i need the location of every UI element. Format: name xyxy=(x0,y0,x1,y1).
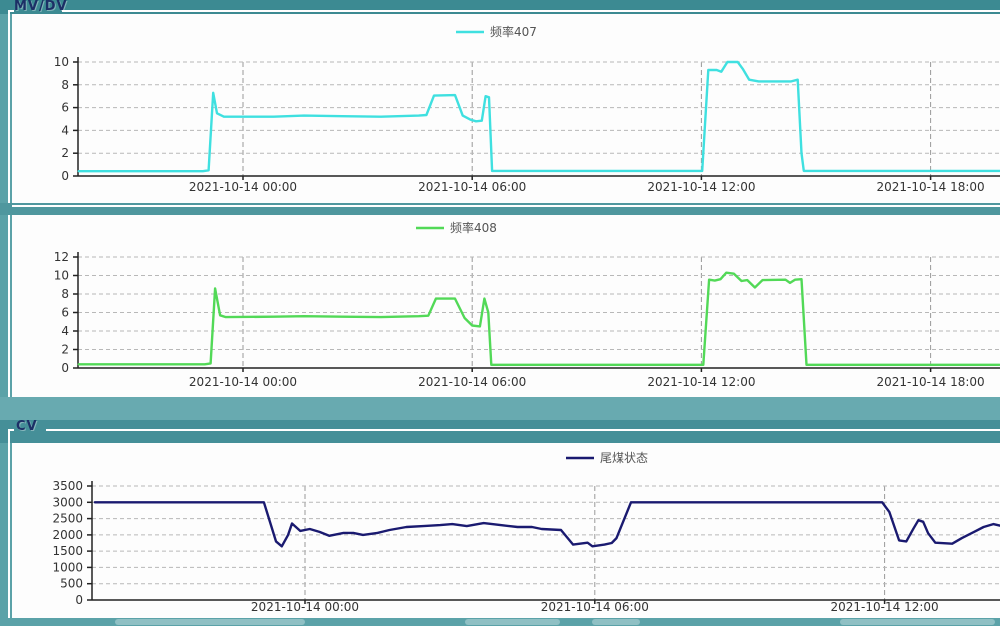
y-tick-label: 0 xyxy=(75,593,83,607)
freq407-line-chart: 2021-10-14 00:00 2021-10-14 06:00 2021-10-… xyxy=(54,24,1000,194)
y-tick-label: 1500 xyxy=(52,544,83,558)
y-tick-label: 2 xyxy=(61,146,69,160)
x-tick-label: 2021-10-14 18:00 xyxy=(877,180,985,194)
watermark-segment xyxy=(115,619,305,625)
x-tick-label: 2021-10-14 06:00 xyxy=(418,375,526,389)
y-tick-label: 3500 xyxy=(52,479,83,493)
x-tick-label: 2021-10-14 00:00 xyxy=(189,180,297,194)
x-tick-label: 2021-10-14 12:00 xyxy=(647,180,755,194)
x-tick-label: 2021-10-14 12:00 xyxy=(831,600,939,614)
y-tick-label: 0 xyxy=(61,361,69,375)
y-tick-label: 2000 xyxy=(52,528,83,542)
panel-separator-bar xyxy=(0,203,1000,215)
series-line xyxy=(93,501,1000,548)
x-tick-label: 2021-10-14 06:00 xyxy=(418,180,526,194)
x-tick-label: 2021-10-14 06:00 xyxy=(541,600,649,614)
freq408-line-chart: 2021-10-14 00:00 2021-10-14 06:00 2021-10-… xyxy=(54,220,1000,389)
watermark-segment xyxy=(465,619,560,625)
cv-frame-corner xyxy=(8,429,14,431)
watermark-segment xyxy=(592,619,640,625)
y-tick-label: 10 xyxy=(54,269,69,283)
separator-white-line xyxy=(12,205,1000,207)
series-line xyxy=(77,60,1000,173)
y-tick-label: 12 xyxy=(54,250,69,264)
chart-panel-freq408: 2021-10-14 00:00 2021-10-14 06:00 2021-10-… xyxy=(12,215,1000,397)
legend-item[interactable]: 尾煤状态 xyxy=(566,451,648,465)
mvdv-group-label: MV/DV xyxy=(14,0,68,14)
y-tick-label: 4 xyxy=(61,123,69,137)
legend-item[interactable]: 频率408 xyxy=(416,220,497,235)
y-tick-label: 8 xyxy=(61,287,69,301)
y-tick-label: 2 xyxy=(61,343,69,357)
legend-label: 频率408 xyxy=(450,220,497,235)
y-tick-label: 2500 xyxy=(52,512,83,526)
y-tick-label: 8 xyxy=(61,78,69,92)
legend-item[interactable]: 频率407 xyxy=(456,24,537,39)
mvdv-frame-top-line xyxy=(62,10,1000,12)
bottom-strip xyxy=(0,618,1000,626)
tailcoal-line-chart: 2021-10-14 00:00 2021-10-14 06:00 2021-10-… xyxy=(52,451,1000,614)
y-tick-label: 6 xyxy=(61,306,69,320)
mvdv-frame-corner xyxy=(8,10,14,12)
y-tick-label: 4 xyxy=(61,324,69,338)
y-tick-label: 500 xyxy=(60,577,83,591)
cv-frame-left-line xyxy=(8,429,10,626)
series-line xyxy=(77,271,1000,367)
x-tick-label: 2021-10-14 12:00 xyxy=(647,375,755,389)
cv-header-bar xyxy=(0,420,1000,443)
y-tick-label: 1000 xyxy=(52,560,83,574)
x-tick-label: 2021-10-14 18:00 xyxy=(877,375,985,389)
chart-panel-freq407: 2021-10-14 00:00 2021-10-14 06:00 2021-10-… xyxy=(12,14,1000,203)
cv-group-label: CV xyxy=(16,419,38,434)
legend-label: 频率407 xyxy=(490,24,537,39)
y-tick-label: 3000 xyxy=(52,495,83,509)
cv-frame-top-line xyxy=(46,429,1000,431)
watermark-segment xyxy=(840,619,995,625)
y-tick-label: 6 xyxy=(61,101,69,115)
legend-label: 尾煤状态 xyxy=(600,451,648,465)
x-tick-label: 2021-10-14 00:00 xyxy=(189,375,297,389)
y-tick-label: 10 xyxy=(54,55,69,69)
x-tick-label: 2021-10-14 00:00 xyxy=(251,600,359,614)
y-tick-label: 0 xyxy=(61,169,69,183)
chart-panel-tailcoal: 2021-10-14 00:00 2021-10-14 06:00 2021-10-… xyxy=(12,443,1000,618)
